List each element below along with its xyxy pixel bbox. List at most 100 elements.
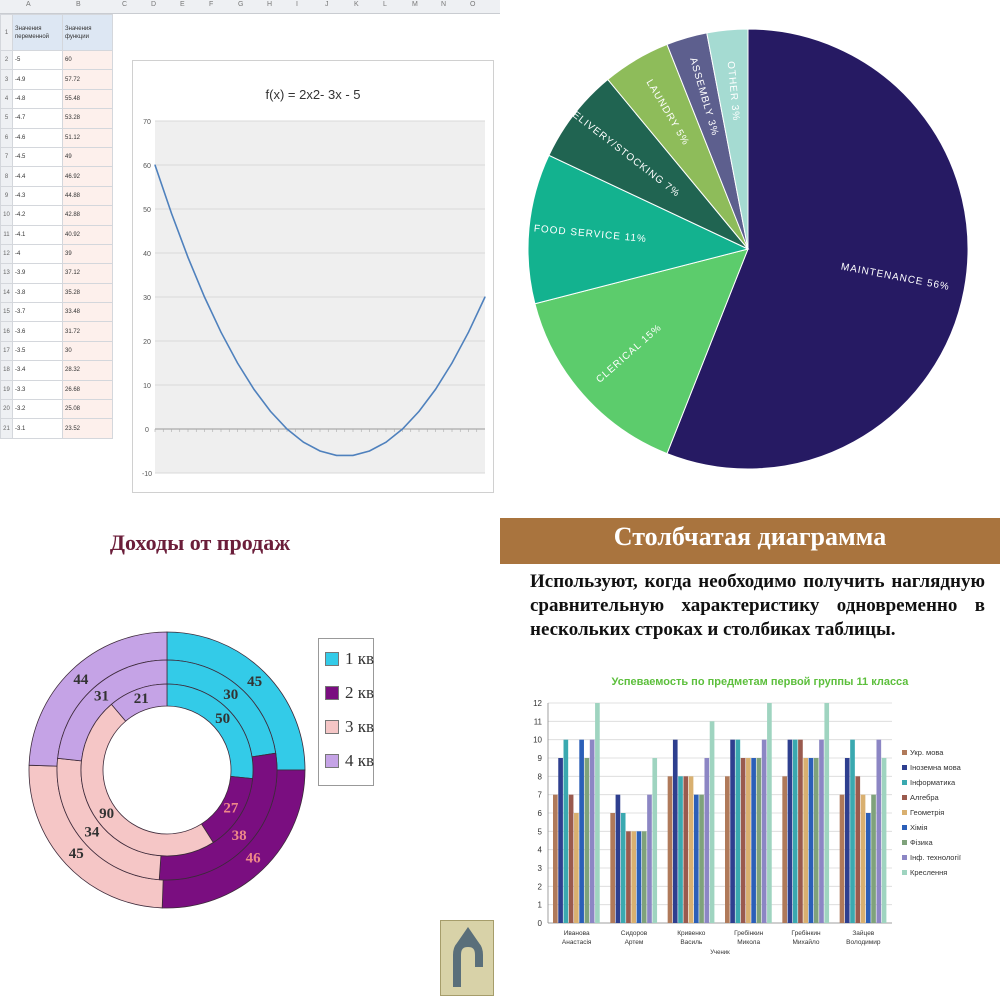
bar <box>636 831 642 923</box>
table-cell[interactable]: -4.6 <box>12 127 63 148</box>
table-cell[interactable]: -3.8 <box>12 282 63 304</box>
row-number: 1 <box>0 14 13 51</box>
column-letter: A <box>26 1 31 8</box>
table-cell[interactable]: -4.9 <box>12 69 63 90</box>
data-point <box>187 256 189 258</box>
table-cell[interactable]: 46.92 <box>62 166 113 187</box>
table-cell[interactable]: 42.88 <box>62 205 113 226</box>
y-tick-label: 5 <box>538 827 543 836</box>
header-cell[interactable]: Значения функции <box>62 14 113 51</box>
slide-body-text: Используют, когда необходимо получить на… <box>530 571 985 640</box>
table-cell[interactable]: 49 <box>62 146 113 168</box>
fx-line-chart: -10 0 10 20 30 40 50 60 70 <box>142 119 486 478</box>
row-number: 2 <box>0 49 13 71</box>
bar <box>626 831 631 923</box>
table-cell[interactable]: -4.5 <box>12 146 63 168</box>
table-cell[interactable]: 44.88 <box>62 185 113 207</box>
table-cell[interactable]: -5 <box>12 49 63 71</box>
legend-swatch <box>902 825 907 830</box>
table-cell[interactable]: -3.1 <box>12 418 63 439</box>
donut-chart-title: Доходы от продаж <box>109 530 291 555</box>
x-tick-label: Сидоров <box>621 930 648 937</box>
table-cell[interactable]: -3.3 <box>12 379 63 401</box>
table-cell[interactable]: -4 <box>12 243 63 265</box>
table-cell[interactable]: 51.12 <box>62 127 113 148</box>
fx-chart-frame[interactable]: f(x) = 2x2- 3x - 5 -10 0 10 20 30 40 50 60 70 <box>132 60 494 493</box>
y-tick-label: 4 <box>538 846 543 855</box>
bar <box>865 813 871 923</box>
bar <box>709 721 715 923</box>
data-point <box>335 454 338 456</box>
table-cell[interactable]: 39 <box>62 243 113 265</box>
table-cell[interactable]: 28.32 <box>62 360 113 381</box>
table-row: 6 -4.6 51.12 <box>0 127 113 148</box>
y-tick-label: 12 <box>533 699 542 708</box>
data-point <box>236 362 239 364</box>
table-cell[interactable]: 26.68 <box>62 379 113 401</box>
y-tick-label: 8 <box>538 772 543 781</box>
table-cell[interactable]: -3.4 <box>12 360 63 381</box>
table-cell[interactable]: 60 <box>62 49 113 71</box>
y-tick-label: 20 <box>143 339 151 346</box>
table-cell[interactable]: -4.2 <box>12 205 63 226</box>
table-cell[interactable]: -4.3 <box>12 185 63 207</box>
bar <box>704 758 710 923</box>
bar <box>683 776 689 923</box>
table-cell[interactable]: 53.28 <box>62 108 113 129</box>
bar <box>620 813 626 923</box>
donut-value-label: 45 <box>247 674 262 690</box>
table-row: 4 -4.8 55.48 <box>0 88 113 110</box>
table-cell[interactable]: 25.08 <box>62 399 113 420</box>
x-tick-label: Василь <box>680 939 703 946</box>
row-number: 10 <box>0 205 13 226</box>
table-cell[interactable]: -3.5 <box>12 340 63 362</box>
table-row: 10 -4.2 42.88 <box>0 205 113 226</box>
table-row: 2 -5 60 <box>0 49 113 71</box>
row-number: 16 <box>0 321 13 342</box>
table-cell[interactable]: 35.28 <box>62 282 113 304</box>
bar <box>808 758 814 923</box>
y-tick-label: 0 <box>145 427 149 434</box>
row-number: 14 <box>0 282 13 304</box>
x-tick-label: Володимир <box>846 939 881 946</box>
bar <box>579 739 584 923</box>
table-cell[interactable]: -3.6 <box>12 321 63 342</box>
table-cell[interactable]: 37.12 <box>62 263 113 284</box>
data-point <box>286 428 288 430</box>
row-number: 18 <box>0 360 13 381</box>
bar <box>756 758 762 923</box>
bar <box>725 776 730 923</box>
table-cell[interactable]: 55.48 <box>62 88 113 110</box>
data-table: 1 Значения переменной Значения функции 2 -5 6… <box>0 14 113 439</box>
y-tick-label: 2 <box>538 882 543 891</box>
y-tick-label: 30 <box>143 295 151 302</box>
table-cell[interactable]: 40.92 <box>62 224 113 245</box>
table-cell[interactable]: -3.9 <box>12 263 63 284</box>
row-number: 9 <box>0 185 13 207</box>
table-cell[interactable]: -4.7 <box>12 108 63 129</box>
bar <box>595 703 600 923</box>
table-row: 12 -4 39 <box>0 243 113 265</box>
donut-legend: 1 кв 2 кв 3 кв 4 кв <box>318 638 374 786</box>
donut-segment <box>80 703 214 857</box>
table-cell[interactable]: -4.8 <box>12 88 63 110</box>
table-cell[interactable]: 23.52 <box>62 418 113 439</box>
table-cell[interactable]: 30 <box>62 340 113 362</box>
y-tick-label: 9 <box>538 754 543 763</box>
bar <box>824 703 830 923</box>
bar <box>647 794 652 923</box>
x-tick-label: Анастасія <box>562 938 592 946</box>
y-tick-label: 6 <box>538 809 543 818</box>
table-cell[interactable]: -3.2 <box>12 399 63 420</box>
table-cell[interactable]: -4.4 <box>12 166 63 187</box>
return-button[interactable] <box>440 920 494 996</box>
table-cell[interactable]: 31.72 <box>62 321 113 342</box>
data-point <box>154 164 156 166</box>
data-point <box>368 450 371 452</box>
header-cell[interactable]: Значения переменной <box>12 14 63 51</box>
table-cell[interactable]: 33.48 <box>62 302 113 323</box>
table-row: 14 -3.8 35.28 <box>0 282 113 304</box>
table-cell[interactable]: 57.72 <box>62 69 113 90</box>
table-cell[interactable]: -3.7 <box>12 302 63 323</box>
table-cell[interactable]: -4.1 <box>12 224 63 245</box>
